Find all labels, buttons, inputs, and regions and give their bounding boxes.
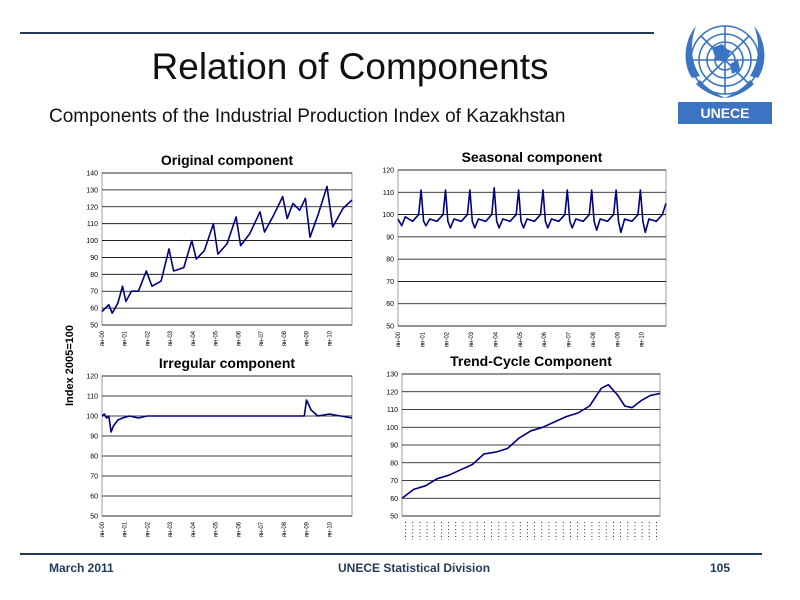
y-tick-label: 60 xyxy=(386,301,394,308)
x-tick-label: ян-01 xyxy=(123,521,129,537)
y-tick-label: 80 xyxy=(386,257,394,264)
y-tick-label: 50 xyxy=(90,323,98,330)
logo-text: UNECE xyxy=(700,105,749,121)
y-tick-label: 140 xyxy=(86,171,98,178)
x-tick-label: ян-09 xyxy=(305,330,311,346)
x-tick-label: ян-00 xyxy=(396,331,402,347)
x-tick-label: ян-06 xyxy=(236,330,242,346)
y-tick-label: 130 xyxy=(86,187,98,194)
x-tick-label: ян-07 xyxy=(259,330,265,346)
footer-org: UNECE Statistical Division xyxy=(338,561,491,575)
y-tick-label: 60 xyxy=(390,496,398,503)
y-tick-label: 70 xyxy=(90,289,98,296)
x-tick-label: ян-01 xyxy=(123,330,129,346)
chart-seasonal: Seasonal component 50 60 70 80 90 100 110 120 ян-… xyxy=(372,148,672,363)
y-tick-label: 80 xyxy=(390,460,398,467)
series-line xyxy=(401,383,661,499)
x-tick-label: ян-09 xyxy=(615,331,621,347)
x-tick-label: ян-05 xyxy=(518,331,524,347)
y-tick-label: 80 xyxy=(90,272,98,279)
x-tick-label: ян-01 xyxy=(420,331,426,347)
y-tick-label: 50 xyxy=(90,514,98,521)
chart-title: Seasonal component xyxy=(462,149,603,165)
x-tick-label: ян-10 xyxy=(327,521,333,537)
x-tick-label: ян-03 xyxy=(168,521,174,537)
y-tick-label: 90 xyxy=(390,443,398,450)
y-tick-label: 110 xyxy=(383,190,394,197)
slide-subtitle: Components of the Industrial Production … xyxy=(49,106,566,127)
x-tick-label: ян-05 xyxy=(214,521,220,537)
x-tick-label: ян-04 xyxy=(191,521,197,537)
y-tick-label: 120 xyxy=(86,204,98,211)
y-tick-label: 110 xyxy=(87,221,98,228)
x-tick-label: ян-10 xyxy=(640,331,646,347)
y-tick-label: 110 xyxy=(387,407,398,414)
x-tick-label: ян-04 xyxy=(493,331,499,347)
y-tick-label: 50 xyxy=(386,324,394,331)
plot-area xyxy=(397,169,667,327)
y-tick-label: 70 xyxy=(90,474,98,481)
y-tick-label: 120 xyxy=(86,374,98,381)
x-tick-label: ян-04 xyxy=(191,330,197,346)
y-axis-label: Index 2005=100 xyxy=(64,324,76,406)
y-tick-label: 100 xyxy=(386,425,398,432)
chart-title: Trend-Cycle Component xyxy=(450,353,612,369)
x-tick-label: ян-02 xyxy=(445,331,451,347)
chart-original: Original component 50 60 70 80 90 100 110 120 130… xyxy=(80,148,360,358)
y-tick-label: 90 xyxy=(90,434,98,441)
x-tick-label: ян-06 xyxy=(236,521,242,537)
x-tick-label: ян-00 xyxy=(100,521,106,537)
chart-irregular: Irregular component 50 60 70 80 90 100 110 120 ян… xyxy=(80,354,360,552)
x-tick-label: ян-02 xyxy=(145,521,151,537)
y-tick-label: 100 xyxy=(86,238,98,245)
y-tick-label: 60 xyxy=(90,306,98,313)
y-tick-label: 100 xyxy=(86,414,98,421)
y-tick-label: 60 xyxy=(90,494,98,501)
header-rule xyxy=(20,32,654,34)
x-tick-label: ян-02 xyxy=(145,330,151,346)
x-tick-label: ян-08 xyxy=(591,331,597,347)
chart-title: Original component xyxy=(161,152,294,168)
unece-logo: UNECE xyxy=(670,8,780,130)
x-tick-label: ян-07 xyxy=(259,521,265,537)
x-tick-label: ян-05 xyxy=(214,330,220,346)
series-line xyxy=(397,187,667,234)
y-tick-label: 90 xyxy=(386,234,394,241)
x-tick-label: ян-10 xyxy=(327,330,333,346)
y-tick-label: 70 xyxy=(390,478,398,485)
page-number: 105 xyxy=(710,561,731,575)
plot-area xyxy=(101,375,353,517)
x-tick-label: ян-03 xyxy=(469,331,475,347)
series-line xyxy=(101,185,353,314)
y-tick-label: 120 xyxy=(382,168,394,175)
plot-area xyxy=(101,172,353,326)
x-tick-label: ян-08 xyxy=(282,330,288,346)
footer-rule xyxy=(20,553,762,555)
chart-trend-cycle: Trend-Cycle Component 50 60 70 80 90 100 110 120… xyxy=(372,353,672,552)
x-tick-label: ян-06 xyxy=(542,331,548,347)
x-tick-label: ян-08 xyxy=(282,521,288,537)
x-tick-label: ян-00 xyxy=(100,330,106,346)
y-tick-label: 100 xyxy=(382,212,394,219)
y-tick-label: 50 xyxy=(390,514,398,521)
y-tick-label: 120 xyxy=(386,389,398,396)
x-tick-label: ян-09 xyxy=(305,521,311,537)
y-tick-label: 110 xyxy=(87,394,98,401)
footer-date: March 2011 xyxy=(49,561,114,575)
y-tick-label: 130 xyxy=(386,372,398,379)
y-tick-label: 70 xyxy=(386,279,394,286)
slide-title: Relation of Components xyxy=(151,46,549,87)
y-tick-label: 80 xyxy=(90,454,98,461)
series-line xyxy=(101,399,353,433)
chart-title: Irregular component xyxy=(159,355,295,371)
y-tick-label: 90 xyxy=(90,255,98,262)
x-tick-label: ян-07 xyxy=(567,331,573,347)
x-tick-label: ян-03 xyxy=(168,330,174,346)
